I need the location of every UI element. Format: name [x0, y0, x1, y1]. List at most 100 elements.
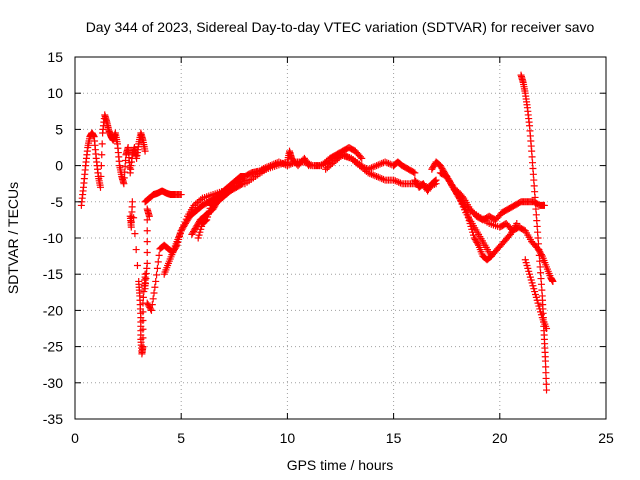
x-tick-label: 5	[177, 430, 185, 446]
data-point	[265, 162, 273, 170]
data-point	[268, 161, 276, 169]
data-point	[283, 162, 291, 170]
data-point	[368, 164, 376, 172]
data-point	[379, 175, 387, 183]
data-point	[458, 193, 466, 201]
series-arc-21-22-drop2	[521, 256, 551, 332]
data-point	[474, 240, 482, 248]
data-point	[147, 306, 155, 314]
data-point	[152, 277, 160, 285]
data-point	[148, 301, 156, 309]
data-point	[277, 159, 285, 167]
data-point	[432, 176, 440, 184]
data-point	[285, 161, 293, 169]
data-point	[97, 162, 105, 170]
x-tick-label: 25	[598, 430, 614, 446]
data-point	[396, 179, 404, 187]
data-point	[431, 177, 439, 185]
series-arc-19-22-lower	[464, 205, 557, 285]
data-point	[357, 162, 365, 170]
y-tick-label: 0	[55, 158, 63, 174]
data-point	[356, 153, 364, 161]
x-tick-labels: 0 5 10 15 20 25	[71, 430, 614, 446]
data-point	[385, 159, 393, 167]
y-tick-label: -20	[43, 302, 63, 318]
series-arc-early-dropouts	[126, 198, 153, 358]
data-point	[390, 176, 398, 184]
series-arc-4-rise-steep	[160, 191, 226, 278]
data-point	[177, 191, 185, 199]
data-point	[260, 164, 268, 172]
data-point	[359, 163, 367, 171]
data-point	[383, 159, 391, 167]
data-point	[369, 171, 377, 179]
data-point	[339, 151, 347, 159]
data-point	[145, 212, 153, 220]
axis-ticks	[74, 56, 607, 420]
data-point	[278, 159, 286, 167]
data-point	[132, 246, 140, 254]
x-tick-label: 10	[280, 430, 296, 446]
series-arc-9-13-upper	[258, 144, 366, 173]
data-point	[141, 147, 149, 155]
data-point	[147, 305, 155, 313]
y-tick-label: 10	[47, 85, 63, 101]
data-point	[261, 164, 269, 172]
data-point	[149, 295, 157, 303]
y-axis-label: SDTVAR / TECUs	[5, 182, 21, 294]
y-tick-label: -5	[51, 194, 64, 210]
data-point	[139, 325, 147, 333]
data-point	[201, 217, 209, 225]
data-point	[197, 196, 205, 204]
data-point	[549, 277, 557, 285]
y-tick-label: 5	[55, 121, 63, 137]
data-point	[411, 169, 419, 177]
data-point	[263, 163, 271, 171]
data-point	[143, 248, 151, 256]
data-point	[371, 162, 379, 170]
data-point	[373, 162, 381, 170]
data-point	[153, 264, 161, 272]
data-point	[139, 317, 147, 325]
data-point	[395, 178, 403, 186]
data-point	[139, 334, 147, 342]
data-point	[368, 170, 376, 178]
data-point	[374, 161, 382, 169]
data-point	[378, 175, 386, 183]
data-marks	[77, 71, 557, 394]
data-point	[361, 164, 369, 172]
data-point	[393, 178, 401, 186]
data-point	[98, 151, 106, 159]
data-point	[130, 214, 138, 222]
data-point	[288, 159, 296, 167]
data-point	[270, 160, 278, 168]
data-point	[391, 177, 399, 185]
data-point	[366, 164, 374, 172]
data-point	[290, 159, 298, 167]
series-arc-3-4h-flat	[141, 187, 185, 206]
data-point	[369, 163, 377, 171]
data-point	[202, 217, 210, 225]
data-point	[98, 140, 106, 148]
data-point	[364, 165, 372, 173]
series-arc-13-16-upper	[347, 154, 419, 177]
data-point	[280, 160, 288, 168]
data-point	[96, 183, 104, 191]
chart-title: Day 344 of 2023, Sidereal Day-to-day VTE…	[86, 19, 595, 35]
y-tick-label: -35	[43, 411, 63, 427]
data-point	[302, 159, 310, 167]
data-point	[143, 216, 151, 224]
data-point	[305, 160, 313, 168]
data-point	[358, 154, 366, 162]
series-arc-5-8-band	[194, 165, 270, 242]
data-point	[150, 289, 158, 297]
x-tick-label: 20	[492, 430, 508, 446]
data-point	[143, 227, 151, 235]
data-point	[356, 162, 364, 170]
data-point	[376, 174, 384, 182]
data-point	[97, 172, 105, 180]
data-point	[430, 178, 438, 186]
data-point	[155, 251, 163, 259]
data-point	[378, 159, 386, 167]
